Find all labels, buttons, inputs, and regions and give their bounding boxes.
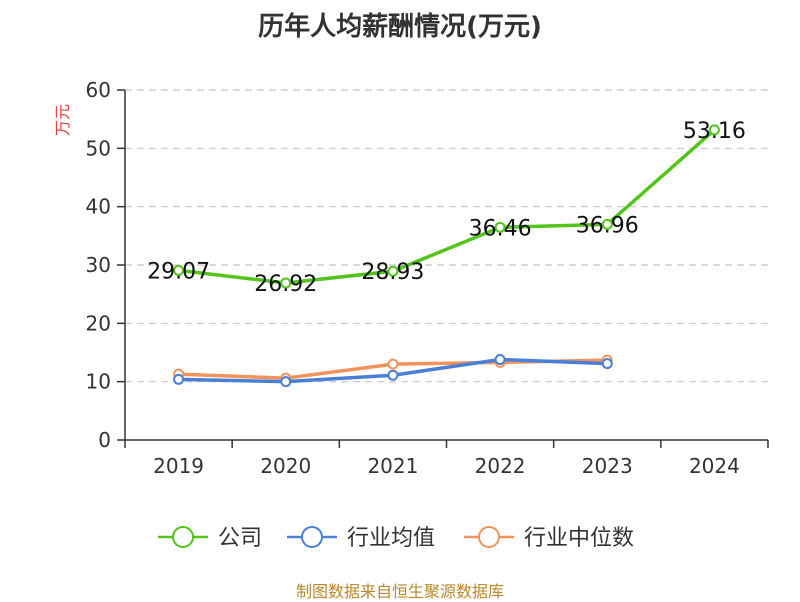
data-point xyxy=(494,354,506,365)
data-point xyxy=(280,277,292,289)
data-point xyxy=(173,264,185,276)
y-tick-label: 30 xyxy=(86,253,111,277)
series-line xyxy=(178,128,716,285)
legend-marker xyxy=(478,526,500,548)
grid-lines xyxy=(125,89,768,383)
data-point xyxy=(601,358,613,370)
data-point xyxy=(494,221,506,233)
x-tick-label: 2021 xyxy=(367,454,418,478)
data-label: 36.46 xyxy=(469,216,532,241)
legend-marker xyxy=(172,526,194,548)
legend-label: 行业中位数 xyxy=(524,526,634,551)
y-tick-label: 60 xyxy=(86,78,111,102)
y-tick-label: 10 xyxy=(86,370,111,394)
y-tick-label: 0 xyxy=(98,428,111,452)
data-label: 26.92 xyxy=(254,272,317,297)
legend-marker xyxy=(301,526,323,548)
legend-label: 行业均值 xyxy=(347,526,435,551)
x-tick-label: 2019 xyxy=(153,454,204,478)
data-point xyxy=(173,373,185,385)
legend-label: 公司 xyxy=(218,526,262,551)
y-tick-label: 50 xyxy=(86,136,111,160)
data-label: 36.96 xyxy=(576,213,639,238)
data-point xyxy=(387,358,399,370)
data-label: 53.16 xyxy=(683,119,746,144)
data-point xyxy=(280,376,292,388)
x-tick-label: 2024 xyxy=(689,454,740,478)
y-tick-label: 40 xyxy=(86,195,111,219)
y-axis-label: 万元 xyxy=(53,104,72,136)
data-label: 29.07 xyxy=(147,259,210,284)
source-note: 制图数据来自恒生聚源数据库 xyxy=(295,582,504,601)
data-label: 28.93 xyxy=(361,260,424,285)
chart-title: 历年人均薪酬情况(万元) xyxy=(258,12,542,42)
x-tick-label: 2020 xyxy=(260,454,311,478)
axes: 0 10 20 30 40 50 60 2019 2020 2021 2022 2023 2024 万元 xyxy=(53,78,769,478)
data-point xyxy=(387,369,399,381)
data-point xyxy=(387,265,399,277)
x-tick-label: 2023 xyxy=(582,454,633,478)
x-tick-label: 2022 xyxy=(475,454,526,478)
data-point xyxy=(601,218,613,230)
series-layer xyxy=(173,124,720,388)
data-point xyxy=(708,124,720,136)
y-tick-label: 20 xyxy=(86,311,111,335)
legend[interactable]: 公司 行业均值 行业中位数 xyxy=(158,526,634,551)
data-labels: 29.07 26.92 28.93 36.46 36.96 53.16 xyxy=(147,119,746,297)
